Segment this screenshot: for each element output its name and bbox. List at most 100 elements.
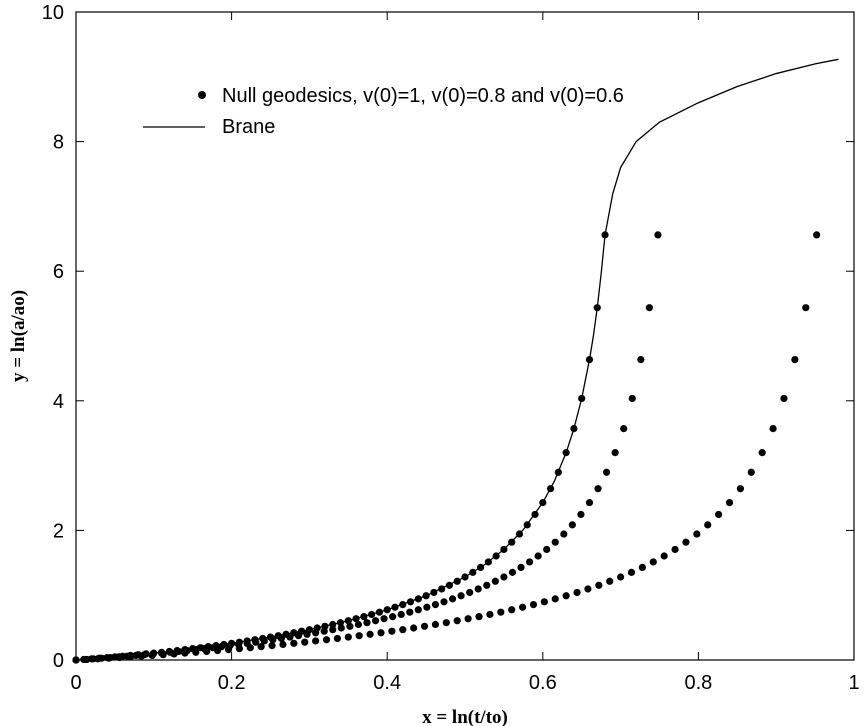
geodesic-point	[568, 521, 576, 529]
geodesic-point	[534, 552, 542, 560]
x-tick-label: 0.2	[218, 672, 246, 694]
geodesic-point	[431, 620, 440, 629]
geodesic-point	[628, 394, 636, 403]
geodesic-point	[235, 645, 243, 653]
geodesic-point	[420, 622, 429, 630]
geodesic-point	[431, 601, 440, 609]
geodesic-point	[562, 592, 570, 600]
geodesic-point	[337, 624, 345, 632]
geodesic-point	[363, 619, 371, 627]
geodesic-point	[260, 637, 268, 645]
geodesic-point	[654, 231, 662, 239]
geodesic-point	[355, 632, 363, 640]
geodesic-point	[594, 485, 602, 493]
geodesic-point	[277, 634, 285, 643]
geodesic-point	[181, 649, 189, 657]
series-layer	[72, 58, 839, 664]
geodesic-point	[671, 545, 679, 554]
geodesic-point	[290, 639, 298, 647]
x-tick-label: 0.8	[684, 672, 712, 694]
geodesic-point	[529, 601, 538, 609]
y-tick-label: 10	[42, 2, 64, 24]
geodesic-point	[192, 648, 200, 656]
geodesic-point	[442, 619, 450, 627]
geodesic-point	[802, 304, 810, 312]
geodesic-point	[551, 595, 559, 603]
x-tick-label: 0	[70, 672, 81, 694]
geodesic-point	[466, 588, 474, 597]
geodesic-point	[725, 498, 734, 507]
geodesic-point	[500, 573, 508, 581]
geodesic-point	[475, 613, 483, 621]
geodesic-point	[371, 617, 380, 625]
geodesic-point	[453, 617, 461, 625]
geodesic-point	[769, 425, 777, 433]
geodesic-point	[380, 615, 388, 623]
geodesic-point	[214, 646, 222, 655]
x-tick-label: 0.4	[373, 672, 401, 694]
geodesic-point	[303, 630, 311, 638]
geodesic-point	[595, 581, 603, 589]
legend-label-brane: Brane	[222, 116, 275, 138]
geodesic-point	[577, 510, 585, 519]
geodesic-point	[268, 642, 276, 650]
geodesic-point	[126, 653, 135, 661]
x-axis-label: x = ln(t/to)	[422, 707, 508, 726]
geodesic-point	[486, 610, 494, 619]
geodesic-point	[637, 355, 645, 364]
geodesic-point	[246, 644, 254, 652]
geodesic-point	[344, 633, 352, 641]
geodesic-point	[346, 622, 354, 630]
y-tick-label: 8	[53, 132, 64, 154]
geodesic-point	[399, 626, 407, 634]
geodesic-point	[491, 577, 499, 585]
geodesic-point	[543, 545, 551, 554]
geodesic-point	[791, 355, 799, 364]
geodesic-point	[464, 615, 472, 623]
geodesic-point	[224, 646, 233, 654]
geodesic-point	[649, 558, 657, 566]
geodesic-point	[414, 606, 422, 614]
geodesic-point	[286, 633, 294, 641]
geodesic-point	[440, 598, 448, 606]
geodesic-point	[483, 581, 491, 589]
geodesic-point	[715, 510, 723, 519]
geodesic-point	[660, 552, 668, 560]
geodesic-point	[508, 606, 516, 614]
geodesic-point	[611, 449, 619, 457]
geodesic-point	[406, 608, 414, 616]
brane-line	[75, 58, 839, 661]
geodesic-point	[203, 647, 211, 656]
geodesic-point	[312, 629, 320, 637]
geodesic-point	[682, 538, 690, 546]
geodesic-point	[312, 637, 320, 645]
geodesic-point	[423, 603, 431, 611]
geodesic-point	[333, 634, 342, 643]
geodesic-point	[638, 563, 646, 572]
legend-marker-null-geodesics	[198, 91, 206, 99]
x-tick-label: 1	[848, 672, 859, 694]
y-tick-label: 6	[53, 261, 64, 283]
geodesic-point	[410, 624, 418, 632]
geodesic-point	[354, 620, 363, 629]
geodesic-point	[573, 588, 581, 597]
geodesic-point	[388, 627, 396, 635]
geodesic-point	[585, 498, 594, 507]
geodesic-point	[389, 613, 397, 621]
geodesic-point	[560, 530, 568, 538]
geodesic-point	[320, 627, 328, 635]
geodesic-point	[170, 650, 178, 658]
legend: Null geodesics, v(0)=1, v(0)=0.8 and v(0…	[143, 85, 624, 138]
geodesic-point	[448, 595, 457, 603]
geodesic-point	[606, 577, 614, 585]
y-tick-label: 2	[53, 520, 64, 542]
geodesic-point	[517, 563, 525, 572]
geodesic-point	[758, 449, 766, 457]
geodesic-point	[257, 643, 265, 651]
geodesic-point	[518, 603, 527, 611]
geodesic-point	[584, 585, 592, 593]
geodesic-point	[780, 394, 788, 403]
geodesic-point	[474, 585, 482, 593]
